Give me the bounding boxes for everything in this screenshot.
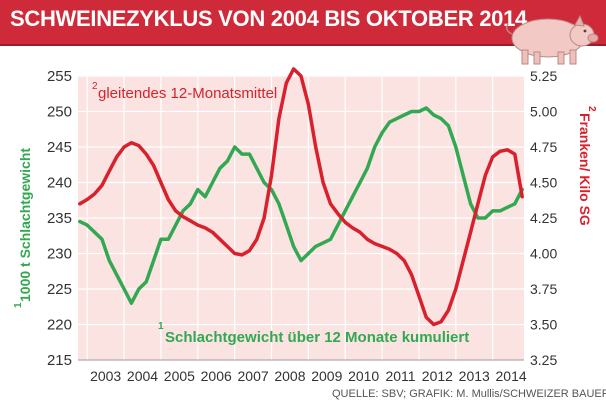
legend-green-superscript: 1 (158, 321, 164, 332)
x-tick-label: 2010 (348, 368, 379, 384)
y-right-superscript: 2 (586, 106, 597, 112)
x-tick-label: 2013 (459, 368, 490, 384)
y-right-tick-label: 3.50 (530, 317, 557, 333)
tick-labels: 215 220 225 230 235 240 245 250 255 3.25 3.50 3.75 4… (47, 68, 557, 384)
gridlines (78, 75, 524, 361)
series-lines (78, 67, 524, 327)
y-right-axis-label: Franken/ Kilo SG (577, 113, 593, 226)
y-left-tick-label: 255 (47, 68, 72, 85)
y-left-tick-label: 230 (47, 246, 72, 263)
chart-title: SCHWEINEZYKLUS VON 2004 BIS OKTOBER 2014 (10, 6, 527, 31)
x-tick-label: 2008 (274, 368, 305, 384)
x-tick-label: 2012 (422, 368, 453, 384)
x-tick-label: 2006 (201, 368, 232, 384)
y-right-tick-label: 4.50 (530, 175, 557, 191)
x-tick-label: 2009 (311, 368, 342, 384)
legend-green-label: Schlachtgewicht über 12 Monate kumuliert (165, 329, 469, 346)
y-left-tick-label: 250 (47, 104, 72, 121)
y-left-tick-label: 235 (47, 210, 72, 227)
y-left-tick-label: 245 (47, 139, 72, 156)
x-tick-label: 2004 (127, 368, 158, 384)
legend-red-superscript: 2 (92, 81, 98, 92)
x-tick-label: 2011 (385, 368, 415, 384)
y-right-tick-label: 5.25 (530, 68, 557, 84)
y-right-tick-label: 4.25 (530, 210, 557, 226)
source-note: QUELLE: SBV; GRAFIK: M. Mullis/SCHWEIZER… (332, 388, 606, 400)
y-right-tick-label: 3.75 (530, 281, 557, 297)
y-right-tick-label: 5.00 (530, 104, 557, 120)
y-left-tick-label: 240 (47, 175, 72, 192)
y-right-tick-label: 4.75 (530, 139, 557, 155)
y-left-tick-label: 220 (47, 317, 72, 334)
series-line-preis (78, 67, 524, 327)
title-bar: SCHWEINEZYKLUS VON 2004 BIS OKTOBER 2014 (0, 0, 606, 44)
chart: 215 220 225 230 235 240 245 250 255 3.25 3.50 3.75 4… (13, 67, 597, 384)
legend-red-label: gleitendes 12-Monatsmittel (98, 85, 277, 102)
y-right-tick-label: 3.25 (530, 352, 557, 368)
y-left-tick-label: 215 (47, 352, 72, 369)
x-tick-label: 2005 (164, 368, 195, 384)
x-tick-label: 2014 (496, 368, 527, 384)
y-right-tick-label: 4.00 (530, 246, 557, 262)
y-left-axis-label: 1000 t Schlachtgewicht (17, 148, 33, 302)
y-left-tick-label: 225 (47, 281, 72, 298)
pig-icon (505, 14, 599, 65)
title-underline (0, 44, 606, 46)
series-line-schlachtgewicht (78, 106, 524, 305)
x-tick-label: 2007 (238, 368, 269, 384)
x-tick-label: 2003 (90, 368, 121, 384)
y-left-superscript: 1 (13, 302, 24, 308)
